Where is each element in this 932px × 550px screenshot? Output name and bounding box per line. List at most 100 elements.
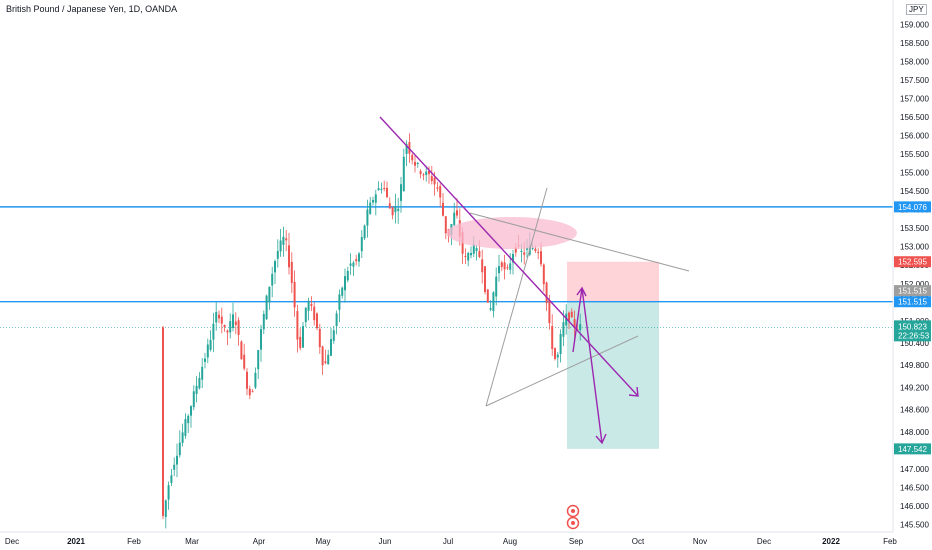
stop-label: 152.595 — [898, 258, 927, 267]
x-tick-label: Feb — [883, 537, 897, 546]
event-markers[interactable] — [566, 504, 580, 530]
candle-body — [324, 361, 327, 363]
purple-trendline — [379, 116, 639, 397]
candle-body — [394, 206, 397, 213]
horizontal-lines — [0, 206, 893, 328]
candle-body — [318, 328, 321, 348]
candle-body — [198, 377, 201, 389]
candle-body — [299, 336, 302, 349]
y-tick-label: 158.500 — [900, 39, 929, 48]
y-tick-label: 156.500 — [900, 113, 929, 122]
y-tick-label: 150.400 — [900, 339, 929, 348]
candle-body — [366, 209, 369, 226]
candle-body — [514, 247, 517, 253]
candle-body — [369, 202, 372, 214]
x-tick-label: Jul — [443, 537, 453, 546]
candle-body — [313, 306, 316, 321]
candle-body — [573, 319, 576, 328]
candle-body — [302, 326, 304, 348]
x-tick-label: 2021 — [67, 537, 85, 546]
candle-body — [520, 251, 523, 253]
candle-body — [456, 210, 458, 216]
candle-body — [178, 442, 181, 456]
candle-body — [548, 300, 551, 324]
price-labels: 154.076 152.595 151.515 151.515 147.542 150.8… — [894, 201, 931, 455]
candle-body — [215, 311, 218, 323]
candle-body — [419, 170, 422, 175]
candle-body — [170, 475, 173, 483]
candle-body — [344, 276, 346, 291]
y-tick-label: 155.000 — [900, 169, 929, 178]
purple-arrowhead-down — [595, 433, 607, 445]
take-profit-zone — [567, 301, 659, 449]
candle-body — [470, 252, 472, 256]
y-tick-label: 145.500 — [900, 521, 929, 530]
x-tick-label: Dec — [757, 537, 771, 546]
candle-body — [184, 419, 187, 436]
candle-body — [559, 334, 562, 355]
candle-body — [386, 187, 388, 198]
x-tick-label: Dec — [5, 537, 19, 546]
entry-grey-label: 151.515 — [898, 287, 927, 296]
candle-body — [262, 313, 265, 330]
y-tick-label: 159.000 — [900, 21, 929, 30]
candle-body — [422, 174, 425, 176]
x-tick-label: Feb — [127, 537, 141, 546]
candle-body — [540, 251, 542, 265]
y-tick-label: 157.000 — [900, 95, 929, 104]
grey-trendline-bottom — [485, 335, 639, 407]
candle-body — [523, 252, 526, 255]
currency-badge: JPY — [906, 4, 927, 15]
candle-body — [377, 188, 380, 191]
candle-body — [478, 251, 481, 257]
candle-body — [433, 177, 436, 185]
candle-body — [358, 253, 360, 262]
candle-body — [537, 251, 540, 253]
candle-body — [400, 184, 402, 201]
candle-body — [285, 238, 288, 241]
candle-body — [332, 330, 335, 341]
entry-grey-label-bg — [894, 285, 931, 297]
y-tick-label: 149.200 — [900, 383, 929, 392]
candle-body — [164, 500, 167, 518]
candle-body — [411, 154, 414, 161]
candle-body — [327, 354, 330, 365]
candle-body — [397, 208, 400, 211]
candle-body — [190, 406, 192, 416]
candle-body — [218, 314, 220, 319]
entry-label-bg — [894, 296, 931, 308]
candle-body — [240, 341, 243, 360]
candle-body — [282, 236, 285, 245]
candle-body — [307, 300, 310, 311]
highlight-ellipse — [447, 217, 577, 249]
candle-body — [503, 262, 506, 270]
candle-body — [484, 266, 486, 293]
candle-body — [212, 323, 215, 340]
candle-body — [430, 176, 433, 182]
candle-body — [442, 202, 444, 216]
candle-body — [223, 324, 226, 328]
time-axis: Dec 2021 Feb Mar Apr May Jun Jul Aug Sep Oct Nov Dec… — [0, 531, 897, 546]
x-tick-label: Aug — [503, 537, 517, 546]
candle-body — [486, 289, 489, 303]
candle-body — [414, 161, 416, 166]
candle-body — [220, 316, 223, 324]
resistance-label: 154.076 — [898, 203, 927, 212]
candle-body — [268, 286, 271, 303]
candle-body — [388, 203, 391, 209]
y-tick-label: 152.000 — [900, 280, 929, 289]
candle-body — [226, 330, 229, 333]
event-marker-dot — [571, 521, 575, 525]
x-tick-label: Oct — [632, 537, 645, 546]
candle-body — [554, 348, 556, 359]
candle-body — [290, 261, 293, 283]
candle-body — [391, 207, 394, 216]
last-price-label-bg — [894, 320, 931, 342]
candle-body — [545, 282, 548, 304]
x-tick-label: Sep — [569, 537, 584, 546]
candle-body — [341, 287, 344, 296]
candle-body — [260, 329, 262, 350]
candle-body — [181, 432, 184, 443]
candle-body — [495, 276, 498, 297]
